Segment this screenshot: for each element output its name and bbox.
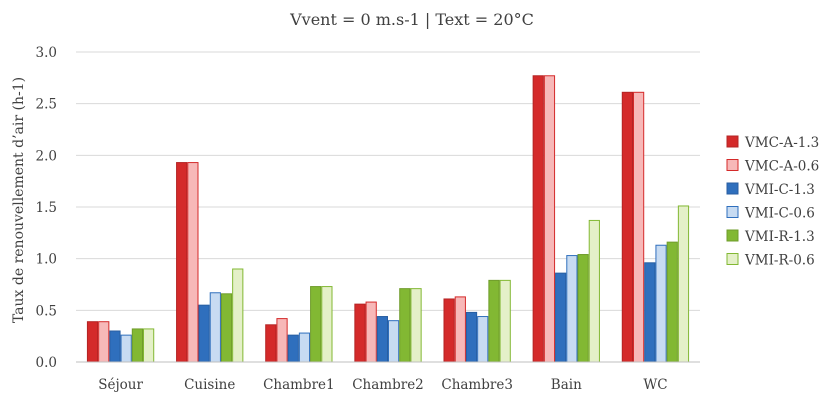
y-tick-label: 0.0 xyxy=(36,355,57,371)
bar-VMI-R-1.3-Bain xyxy=(577,254,589,363)
bar-VMI-R-1.3-Cuisine xyxy=(220,293,233,363)
bar-VMI-C-0.6-Séjour xyxy=(120,334,132,363)
bar-VMI-R-0.6-Bain xyxy=(588,219,600,363)
x-tick-label: WC xyxy=(643,377,667,393)
legend-label: VMI-C-0.6 xyxy=(744,206,815,222)
y-axis-ticks: 0.0 0.5 1.0 1.5 2.0 2.5 3.0 xyxy=(36,45,57,371)
bar-VMC-A-0.6-Chambre1 xyxy=(276,318,288,363)
legend-swatch xyxy=(726,182,739,195)
bar-VMC-A-1.3-Cuisine xyxy=(176,162,188,363)
y-tick-label: 1.0 xyxy=(36,252,57,268)
x-tick-label: Chambre1 xyxy=(263,377,335,393)
bar-VMI-C-1.3-Chambre2 xyxy=(376,316,389,363)
bar-VMI-R-1.3-WC xyxy=(666,241,678,363)
bar-VMI-C-1.3-Cuisine xyxy=(198,304,210,363)
legend-label: VMI-R-1.3 xyxy=(744,229,815,245)
bar-VMC-A-0.6-Chambre3 xyxy=(454,296,466,363)
bar-VMC-A-0.6-Cuisine xyxy=(187,162,199,363)
y-tick-label: 3.0 xyxy=(36,45,57,61)
bar-VMC-A-0.6-Chambre2 xyxy=(365,301,377,363)
x-tick-label: Chambre2 xyxy=(352,377,424,393)
legend-swatch xyxy=(726,229,739,242)
bar-VMI-R-1.3-Chambre2 xyxy=(399,288,411,363)
bar-VMI-C-1.3-Chambre3 xyxy=(465,311,478,363)
bar-VMI-C-0.6-Chambre2 xyxy=(388,320,400,363)
bar-VMC-A-1.3-Séjour xyxy=(86,321,99,363)
bar-VMI-C-1.3-Séjour xyxy=(109,330,121,363)
bar-VMC-A-0.6-Bain xyxy=(543,75,556,363)
bar-VMC-A-1.3-Chambre1 xyxy=(265,324,277,363)
y-tick-label: 2.5 xyxy=(36,97,57,113)
legend-label: VMC-A-0.6 xyxy=(744,159,819,175)
bar-VMI-C-0.6-Cuisine xyxy=(209,292,221,363)
chart-title: Vvent = 0 m.s-1 | Text = 20°C xyxy=(289,10,534,29)
bar-VMI-R-1.3-Chambre3 xyxy=(488,279,500,363)
x-tick-label: Séjour xyxy=(98,377,143,393)
bar-VMC-A-0.6-WC xyxy=(632,91,645,363)
bar-VMI-R-0.6-Cuisine xyxy=(232,268,244,363)
bar-VMI-R-1.3-Séjour xyxy=(131,328,144,363)
y-tick-label: 2.0 xyxy=(36,148,57,164)
legend-swatch xyxy=(726,159,739,171)
bar-VMI-R-0.6-Chambre3 xyxy=(499,279,511,363)
x-tick-label: Cuisine xyxy=(184,377,235,393)
legend-label: VMI-C-1.3 xyxy=(744,182,815,198)
y-axis-label: Taux de renouvellement d’air (h-1) xyxy=(11,77,27,323)
bar-VMI-R-1.3-Chambre1 xyxy=(310,286,322,363)
bar-VMI-C-0.6-Chambre1 xyxy=(298,332,311,363)
bar-VMC-A-1.3-Chambre3 xyxy=(443,298,455,363)
bar-VMI-R-0.6-Séjour xyxy=(143,328,155,363)
x-axis-ticks: Séjour Cuisine Chambre1 Chambre2 Chambre3 Bai… xyxy=(98,377,667,393)
bar-VMI-C-0.6-WC xyxy=(655,244,667,363)
x-tick-label: Bain xyxy=(551,377,582,393)
bars xyxy=(86,75,690,363)
legend: VMC-A-1.3 VMC-A-0.6 VMI-C-1.3 VMI-C-0.6 VMI-… xyxy=(726,135,819,269)
bar-VMI-R-0.6-Chambre2 xyxy=(410,288,422,363)
legend-swatch xyxy=(726,253,739,265)
y-tick-label: 0.5 xyxy=(36,303,57,319)
bar-VMC-A-1.3-Chambre2 xyxy=(354,303,366,363)
legend-label: VMC-A-1.3 xyxy=(744,135,819,151)
gridlines xyxy=(76,51,700,311)
bar-VMI-C-1.3-Bain xyxy=(555,272,567,363)
x-tick-label: Chambre3 xyxy=(441,377,513,393)
bar-VMC-A-0.6-Séjour xyxy=(98,321,110,363)
bar-VMC-A-1.3-WC xyxy=(621,91,633,363)
bar-VMI-R-0.6-WC xyxy=(677,205,690,363)
bar-VMI-C-0.6-Chambre3 xyxy=(477,316,489,363)
bar-VMI-C-1.3-Chambre1 xyxy=(287,334,299,363)
legend-label: VMI-R-0.6 xyxy=(744,253,815,269)
bar-VMI-C-0.6-Bain xyxy=(566,255,578,363)
bar-VMI-R-0.6-Chambre1 xyxy=(321,286,333,363)
legend-swatch xyxy=(726,206,739,218)
bar-VMC-A-1.3-Bain xyxy=(532,75,544,363)
y-tick-label: 1.5 xyxy=(36,200,57,216)
legend-swatch xyxy=(726,135,739,148)
bar-VMI-C-1.3-WC xyxy=(644,262,656,363)
